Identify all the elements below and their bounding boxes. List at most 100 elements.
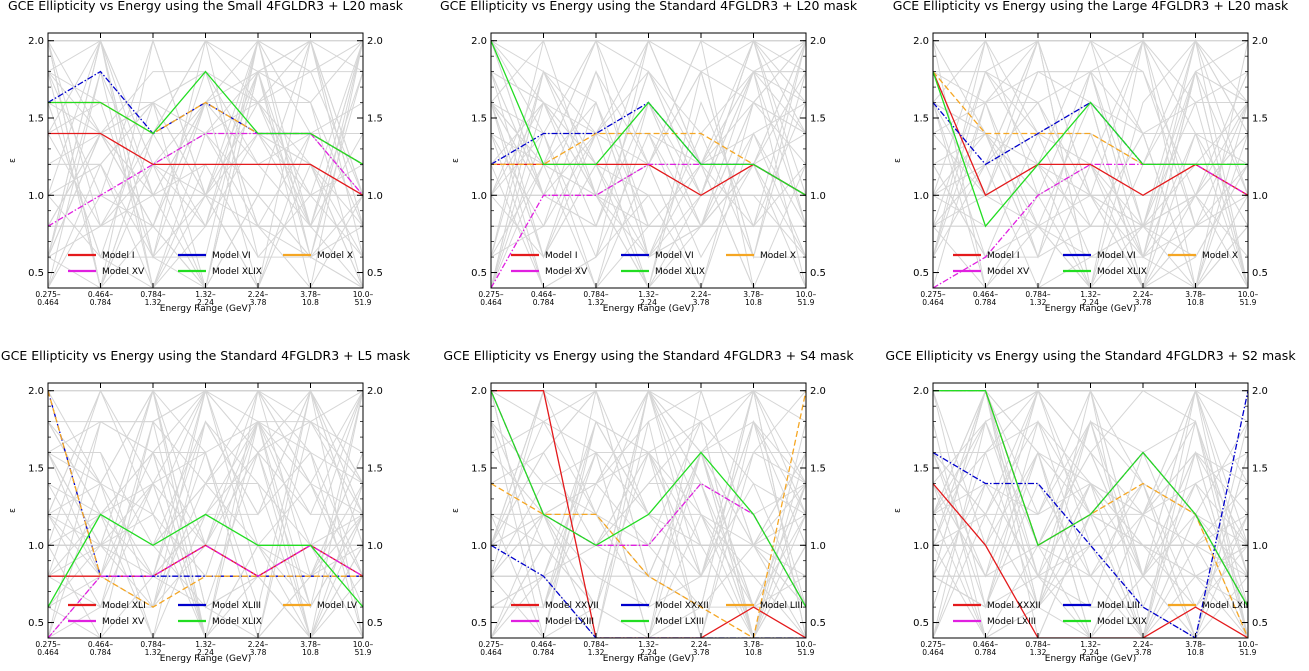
chart-title: GCE Ellipticity vs Energy using the Stan… — [440, 0, 858, 13]
y-tick-label: 1.5 — [1252, 464, 1268, 475]
y-tick-label: 1.5 — [367, 464, 383, 475]
legend-label: Model X — [317, 251, 353, 261]
legend-label: Model I — [987, 251, 1020, 261]
legend-label: Model XV — [545, 267, 588, 277]
x-axis-label: Energy Range (GeV) — [603, 654, 694, 664]
x-tick-label: 10.0– 51.9 — [353, 290, 374, 307]
legend-label: Model XV — [102, 617, 145, 627]
series-line-1 — [491, 390, 806, 638]
y-axis-label: ε — [893, 508, 903, 513]
y-axis-label: ε — [8, 508, 18, 513]
legend-label: Model LXII — [1202, 601, 1248, 611]
x-tick-label: 0.784– 1.32 — [583, 290, 608, 307]
x-tick-label: 1.32– 2.24 — [638, 640, 659, 657]
legend-label: Model I — [102, 251, 135, 261]
series-line-5 — [48, 513, 363, 608]
y-tick-label: 0.5 — [28, 268, 44, 279]
x-tick-label: 2.24– 3.78 — [1133, 290, 1154, 307]
y-tick-label: 0.5 — [471, 618, 487, 629]
y-tick-label: 0.5 — [810, 268, 826, 279]
x-tick-label: 2.24– 3.78 — [248, 640, 269, 657]
y-tick-label: 1.0 — [913, 541, 929, 552]
y-tick-label: 1.0 — [1252, 191, 1268, 202]
legend-label: Model LXIII — [655, 617, 704, 627]
y-tick-label: 1.5 — [810, 464, 826, 475]
x-tick-label: 1.32– 2.24 — [1080, 290, 1101, 307]
y-tick-label: 0.5 — [1252, 268, 1268, 279]
y-tick-label: 1.0 — [471, 541, 487, 552]
y-tick-label: 0.5 — [367, 268, 383, 279]
x-tick-label: 0.275– 0.464 — [35, 290, 60, 307]
series-line-3 — [48, 101, 363, 165]
chart-title: GCE Ellipticity vs Energy using the Smal… — [8, 0, 404, 13]
chart-panel-1: GCE Ellipticity vs Energy using the Smal… — [8, 0, 404, 314]
legend-label: Model XLIII — [212, 601, 261, 611]
y-tick-label: 1.0 — [28, 191, 44, 202]
chart-title: GCE Ellipticity vs Energy using the Stan… — [1, 348, 411, 363]
y-tick-label: 1.5 — [28, 464, 44, 475]
legend-label: Model LXIII — [987, 617, 1036, 627]
x-tick-label: 0.275– 0.464 — [920, 290, 945, 307]
series-line-5 — [48, 70, 363, 165]
y-tick-label: 1.5 — [1252, 114, 1268, 125]
chart-panel-3: GCE Ellipticity vs Energy using the Larg… — [893, 0, 1289, 314]
x-tick-label: 10.0– 51.9 — [1238, 290, 1259, 307]
chart-title: GCE Ellipticity vs Energy using the Larg… — [893, 0, 1289, 13]
y-axis-label: ε — [451, 158, 461, 163]
series-line-2 — [48, 70, 363, 165]
y-tick-label: 2.0 — [1252, 386, 1268, 397]
y-tick-label: 0.5 — [810, 618, 826, 629]
chart-title: GCE Ellipticity vs Energy using the Stan… — [885, 348, 1296, 363]
y-tick-label: 2.0 — [28, 386, 44, 397]
x-tick-label: 3.78– 10.8 — [743, 640, 764, 657]
y-tick-label: 2.0 — [367, 386, 383, 397]
series-line-1 — [48, 544, 363, 577]
x-axis-label: Energy Range (GeV) — [603, 304, 694, 314]
x-tick-label: 0.464– 0.784 — [973, 290, 998, 307]
y-tick-label: 1.5 — [367, 114, 383, 125]
x-tick-label: 2.24– 3.78 — [691, 290, 712, 307]
series-line-3 — [491, 390, 806, 638]
y-tick-label: 0.5 — [367, 618, 383, 629]
series-line-1 — [933, 483, 1248, 638]
y-tick-label: 1.0 — [810, 191, 826, 202]
x-tick-label: 3.78– 10.8 — [1185, 290, 1206, 307]
series-lines — [48, 390, 363, 638]
x-axis-label: Energy Range (GeV) — [1045, 654, 1136, 664]
series-line-2 — [491, 544, 806, 638]
y-tick-label: 2.0 — [810, 386, 826, 397]
series-line-5 — [491, 390, 806, 608]
y-tick-label: 1.0 — [1252, 541, 1268, 552]
legend-label: Model XLIX — [212, 267, 262, 277]
legend-label: Model XV — [987, 267, 1030, 277]
chart-panel-5: GCE Ellipticity vs Energy using the Stan… — [443, 348, 854, 664]
y-tick-label: 2.0 — [913, 386, 929, 397]
x-tick-label: 0.784– 1.32 — [1025, 640, 1050, 657]
chart-panel-2: GCE Ellipticity vs Energy using the Stan… — [440, 0, 858, 314]
y-tick-label: 2.0 — [28, 36, 44, 47]
y-tick-label: 1.0 — [913, 191, 929, 202]
x-tick-label: 2.24– 3.78 — [1133, 640, 1154, 657]
y-tick-label: 2.0 — [810, 36, 826, 47]
x-tick-label: 10.0– 51.9 — [796, 640, 817, 657]
x-tick-label: 2.24– 3.78 — [248, 290, 269, 307]
x-tick-label: 1.32– 2.24 — [195, 290, 216, 307]
legend-label: Model XXVII — [545, 601, 599, 611]
background-line — [491, 132, 806, 288]
x-tick-label: 10.0– 51.9 — [1238, 640, 1259, 657]
x-tick-label: 3.78– 10.8 — [300, 290, 321, 307]
x-tick-label: 0.275– 0.464 — [478, 290, 503, 307]
legend-label: Model VI — [1097, 251, 1136, 261]
y-tick-label: 1.5 — [913, 114, 929, 125]
x-tick-label: 3.78– 10.8 — [743, 290, 764, 307]
series-line-5 — [933, 71, 1248, 228]
legend-label: Model VI — [655, 251, 694, 261]
series-lines — [491, 390, 806, 638]
x-tick-label: 1.32– 2.24 — [195, 640, 216, 657]
x-tick-label: 0.464– 0.784 — [88, 640, 113, 657]
series-lines — [491, 40, 806, 288]
x-tick-label: 0.275– 0.464 — [35, 640, 60, 657]
x-tick-label: 0.784– 1.32 — [140, 290, 165, 307]
y-axis-label: ε — [8, 158, 18, 163]
